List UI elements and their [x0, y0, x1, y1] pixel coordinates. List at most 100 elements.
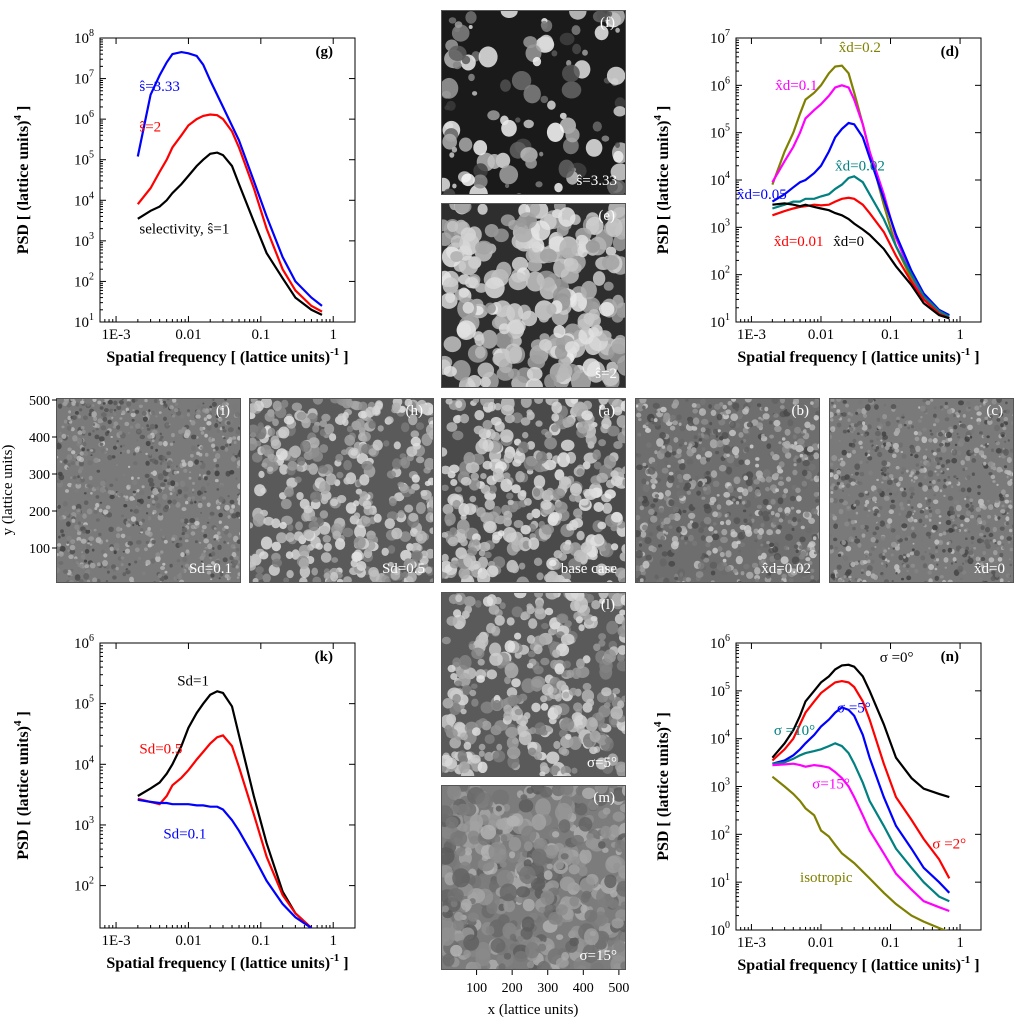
grain	[685, 577, 692, 582]
grain	[934, 575, 940, 581]
grain	[756, 548, 762, 555]
grain	[585, 717, 598, 732]
grain	[709, 439, 718, 449]
grain	[217, 544, 222, 550]
grain	[564, 258, 579, 272]
grain	[74, 574, 81, 581]
grain	[935, 558, 940, 562]
grain	[73, 453, 78, 459]
grain	[291, 402, 303, 412]
grain	[833, 537, 838, 542]
grain	[647, 466, 656, 475]
grain	[756, 504, 762, 509]
grain	[222, 435, 225, 438]
grain	[708, 526, 714, 532]
grain	[228, 437, 233, 442]
grain	[569, 896, 579, 907]
grain	[99, 406, 104, 410]
grain	[204, 490, 207, 493]
grain	[919, 509, 925, 514]
grain	[920, 538, 924, 542]
grain	[596, 472, 608, 483]
grain	[79, 408, 83, 412]
grain	[531, 508, 541, 519]
grain	[478, 549, 486, 557]
grain	[343, 477, 351, 485]
grain	[200, 431, 205, 435]
grain	[875, 446, 880, 450]
grain	[494, 473, 505, 483]
grain	[959, 515, 965, 520]
grain	[970, 541, 974, 545]
grain	[109, 483, 114, 487]
texture-a	[442, 399, 625, 582]
grain	[197, 444, 200, 447]
grain	[802, 454, 808, 459]
grain	[82, 529, 86, 534]
grain	[153, 399, 158, 404]
grain	[636, 404, 639, 408]
grain	[975, 556, 981, 562]
grain	[717, 546, 723, 552]
grain	[191, 496, 195, 500]
grain	[789, 495, 796, 502]
grain	[115, 566, 119, 571]
grain	[1010, 478, 1013, 481]
grain	[965, 503, 970, 508]
grain	[484, 499, 495, 510]
grain	[229, 499, 235, 505]
grain	[218, 496, 224, 503]
grain	[208, 566, 211, 569]
grain	[881, 562, 884, 565]
grain	[479, 541, 491, 552]
grain	[540, 729, 548, 736]
grain	[833, 523, 839, 529]
grain	[892, 453, 897, 458]
grain	[162, 405, 166, 409]
grain	[79, 466, 84, 471]
grain	[862, 560, 868, 565]
grain	[676, 484, 680, 489]
grain	[994, 424, 1000, 432]
grain	[611, 593, 625, 607]
grain	[569, 736, 582, 750]
grain	[429, 527, 433, 534]
grain	[250, 412, 256, 420]
grain	[209, 511, 215, 516]
grain	[171, 537, 176, 541]
grain	[112, 445, 118, 450]
grain	[372, 439, 383, 451]
grain	[911, 526, 915, 531]
grain	[475, 283, 488, 293]
grain	[93, 457, 99, 463]
grain	[442, 484, 449, 491]
grain	[943, 405, 949, 409]
grain	[599, 598, 606, 604]
x-tick-label: 1E-3	[101, 327, 130, 343]
grain	[471, 647, 485, 660]
grain	[878, 505, 883, 510]
grain	[647, 413, 655, 423]
grain	[881, 444, 884, 448]
grain	[546, 122, 564, 142]
grain	[865, 461, 869, 464]
grain	[546, 751, 560, 764]
grain	[594, 911, 607, 927]
grain	[134, 547, 140, 553]
grain	[874, 449, 878, 452]
grain	[167, 581, 170, 582]
grain	[992, 480, 996, 483]
grain	[447, 220, 459, 232]
grain	[808, 560, 813, 566]
grain	[179, 480, 186, 488]
grain	[553, 740, 561, 750]
grain	[815, 410, 819, 416]
grain	[857, 542, 862, 548]
grain	[912, 513, 915, 515]
grain	[88, 536, 95, 541]
grain	[934, 567, 938, 571]
grain	[942, 531, 947, 536]
grain	[754, 575, 761, 580]
grain	[890, 553, 894, 557]
